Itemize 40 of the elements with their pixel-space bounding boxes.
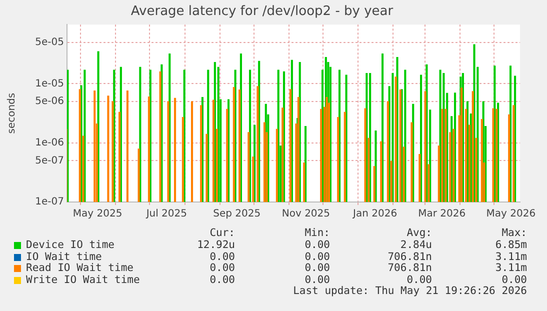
text: 0.00 [210, 262, 235, 274]
text: 3.11m [495, 262, 527, 274]
legend-label: Device IO time [26, 239, 115, 251]
text: 3.11m [495, 250, 527, 262]
text: 0.00 [304, 274, 330, 286]
legend-label: IO Wait time [26, 250, 102, 262]
y-tick-label: 1e-05 [35, 78, 64, 90]
text: 0.00 [210, 250, 235, 262]
text: 12.92u [197, 239, 235, 251]
y-tick-label: 1e-06 [35, 137, 64, 148]
text: Cur: [210, 227, 235, 239]
y-axis-title: seconds [6, 92, 18, 134]
x-tick-label: Sep 2025 [213, 208, 261, 220]
text: 6.85m [495, 239, 527, 251]
y-tick-label: 5e-07 [35, 155, 64, 166]
text: 0.00 [304, 239, 330, 251]
x-tick-label: Nov 2025 [282, 208, 330, 220]
x-tick-label: Mar 2026 [418, 208, 466, 220]
text: 0.00 [304, 262, 330, 274]
x-tick-label: Jul 2025 [145, 208, 188, 220]
text: 706.81n [388, 250, 432, 262]
x-tick-label: Jan 2026 [352, 208, 398, 220]
text: 706.81n [388, 262, 432, 274]
y-tick-label: 5e-06 [35, 96, 64, 108]
text: Avg: [406, 227, 432, 239]
x-tick-label: May 2025 [72, 208, 122, 220]
legend-label: Read IO Wait time [26, 262, 134, 274]
text: 0.00 [502, 274, 527, 286]
text: 0.00 [210, 274, 235, 286]
text: Max: [502, 227, 527, 239]
legend-label: Write IO Wait time [26, 274, 140, 286]
y-tick-label: 5e-05 [35, 36, 64, 48]
text: Last update: Thu May 21 19:26:26 2026 [293, 285, 527, 297]
text: 2.84u [400, 239, 432, 251]
text: Min: [304, 227, 330, 239]
y-tick-label: 1e-07 [35, 196, 64, 208]
x-tick-label: May 2026 [486, 208, 536, 220]
text: 0.00 [304, 250, 330, 262]
text: 0.00 [406, 274, 432, 286]
chart-title: Average latency for /dev/loop2 - by year [130, 4, 394, 20]
